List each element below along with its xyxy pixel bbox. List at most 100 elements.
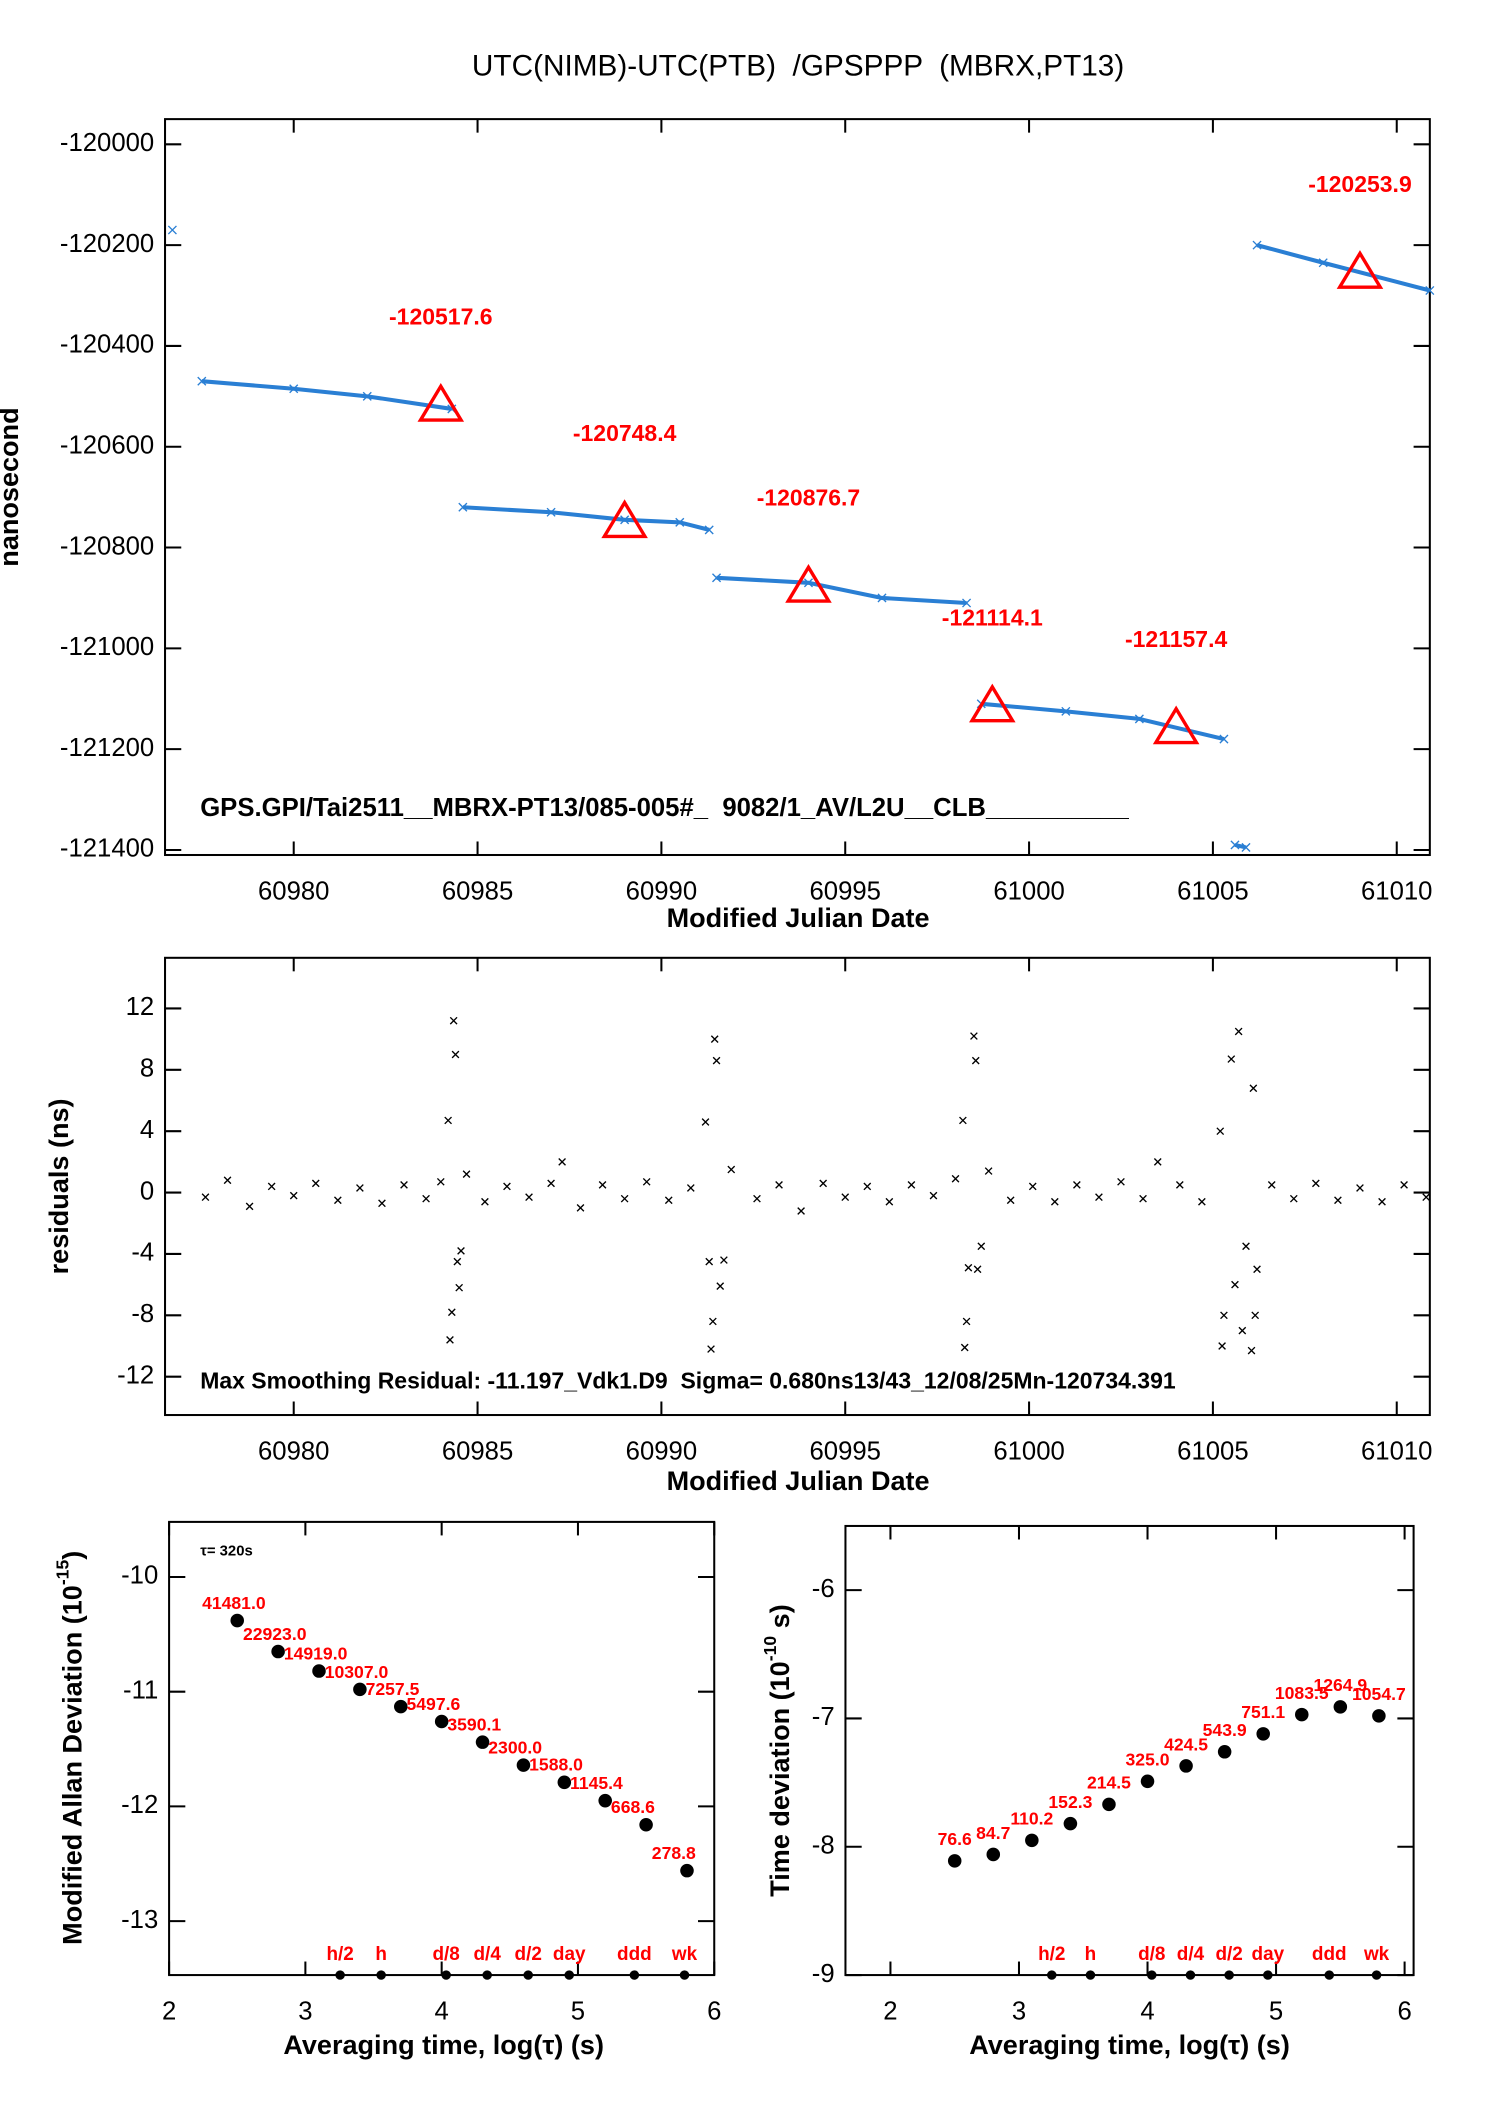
point-marker: [716, 1282, 725, 1291]
interval-label: ddd: [617, 1944, 652, 1965]
point-marker: [1102, 1797, 1116, 1812]
point-marker: [1356, 1184, 1364, 1192]
point-marker: [1061, 706, 1071, 716]
point-marker: [289, 384, 299, 394]
y-tick-label: 12: [126, 993, 155, 1021]
data-line: [201, 243, 1431, 850]
x-tick-label: 61005: [1177, 878, 1248, 906]
x-tick-label: 2: [162, 1998, 176, 2026]
point-marker: [1295, 1707, 1309, 1722]
y-axis-label: nanosecond: [0, 407, 24, 566]
point-label: 2300.0: [488, 1738, 542, 1758]
point-marker: [475, 1735, 490, 1749]
point-marker: [686, 1184, 695, 1192]
x-tick-label: 3: [298, 1998, 312, 2026]
point-marker: [1425, 285, 1435, 296]
point-marker: [707, 1345, 715, 1353]
point-marker: [1318, 258, 1328, 268]
y-tick-label: -120400: [60, 331, 154, 359]
x-axis-label: Modified Julian Date: [667, 1466, 930, 1496]
y-tick-label: -121400: [60, 835, 154, 863]
interval-marker: [1085, 1970, 1096, 1980]
point-marker: [481, 1197, 489, 1206]
point-marker: [977, 1242, 986, 1251]
y-tick-label: -120800: [60, 532, 154, 560]
point-marker: [394, 1699, 408, 1714]
point-marker: [1234, 1027, 1243, 1036]
y-axis-label: residuals (ns): [44, 1098, 74, 1274]
y-axis-label-text: Time deviation (10: [765, 1661, 795, 1897]
point-marker: [1050, 1197, 1059, 1206]
point-marker: [986, 1847, 1001, 1862]
y-tick-label: -13: [121, 1906, 158, 1934]
interval-label: wk: [1363, 1944, 1390, 1965]
point-marker: [664, 1196, 673, 1205]
x-tick-label: 60990: [626, 1438, 697, 1466]
point-marker: [642, 1177, 651, 1186]
triangle-marker: [601, 499, 648, 539]
x-tick-label: 61000: [993, 1438, 1064, 1466]
point-marker: [962, 598, 972, 608]
point-marker: [449, 1016, 458, 1025]
x-tick-label: 60980: [258, 1438, 329, 1466]
point-marker: [1230, 840, 1240, 850]
y-axis-label-sup: -15: [52, 1560, 72, 1586]
point-marker: [727, 1165, 736, 1174]
interval-label: h/2: [1038, 1944, 1065, 1965]
value-label: -120517.6: [389, 304, 493, 330]
point-marker: [960, 1343, 969, 1352]
y-tick-label: -7: [812, 1703, 835, 1731]
point-marker: [201, 1193, 210, 1202]
triangle-marker: [785, 563, 832, 603]
point-marker: [1198, 1197, 1206, 1206]
point-marker: [362, 391, 372, 401]
point-marker: [720, 1256, 728, 1264]
point-marker: [947, 1854, 962, 1868]
y-tick-label: -120600: [60, 432, 154, 460]
y-tick-label: 8: [140, 1055, 154, 1083]
point-marker: [576, 1204, 585, 1212]
point-marker: [704, 525, 714, 535]
point-marker: [378, 1199, 386, 1208]
point-marker: [1063, 1816, 1078, 1831]
point-marker: [863, 1182, 872, 1191]
annotation: GPS.GPI/Tai2511__MBRX-PT13/085-005#_ 908…: [200, 794, 1129, 822]
point-marker: [598, 1181, 607, 1189]
point-marker: [1025, 1833, 1039, 1848]
point-marker: [455, 1283, 464, 1292]
point-marker: [547, 1179, 555, 1188]
point-label: 1264.9: [1313, 1675, 1367, 1695]
point-marker: [1334, 1196, 1342, 1205]
interval-label: d/8: [1138, 1944, 1165, 1965]
annotation: τ= 320s: [200, 1544, 253, 1560]
point-marker: [1311, 1179, 1320, 1188]
point-label: 214.5: [1087, 1773, 1131, 1793]
interval-marker: [1047, 1970, 1057, 1980]
point-marker: [639, 1818, 653, 1832]
point-label: 325.0: [1126, 1750, 1170, 1770]
interval-label: d/4: [1177, 1944, 1205, 1965]
point-marker: [1134, 714, 1144, 724]
interval-marker: [1185, 1970, 1196, 1980]
point-label: 1083.5: [1275, 1683, 1329, 1703]
point-label: 3590.1: [447, 1715, 501, 1735]
x-tick-label: 61000: [993, 878, 1064, 906]
point-label: 76.6: [938, 1829, 972, 1849]
point-marker: [775, 1181, 783, 1189]
point-marker: [444, 1116, 453, 1125]
x-tick-label: 2: [883, 1998, 897, 2026]
interval-label: h/2: [326, 1944, 353, 1965]
x-tick-label: 61010: [1361, 878, 1432, 906]
point-label: 110.2: [1010, 1809, 1053, 1829]
point-marker: [907, 1181, 916, 1189]
point-marker: [516, 1758, 531, 1772]
point-marker: [1256, 1727, 1270, 1741]
interval-marker: [629, 1970, 640, 1980]
point-marker: [223, 1176, 232, 1185]
point-marker: [1231, 1280, 1239, 1289]
interval-marker: [335, 1970, 345, 1980]
point-label: 7257.5: [366, 1679, 420, 1699]
point-marker: [1241, 842, 1251, 852]
point-label: 424.5: [1164, 1734, 1208, 1754]
